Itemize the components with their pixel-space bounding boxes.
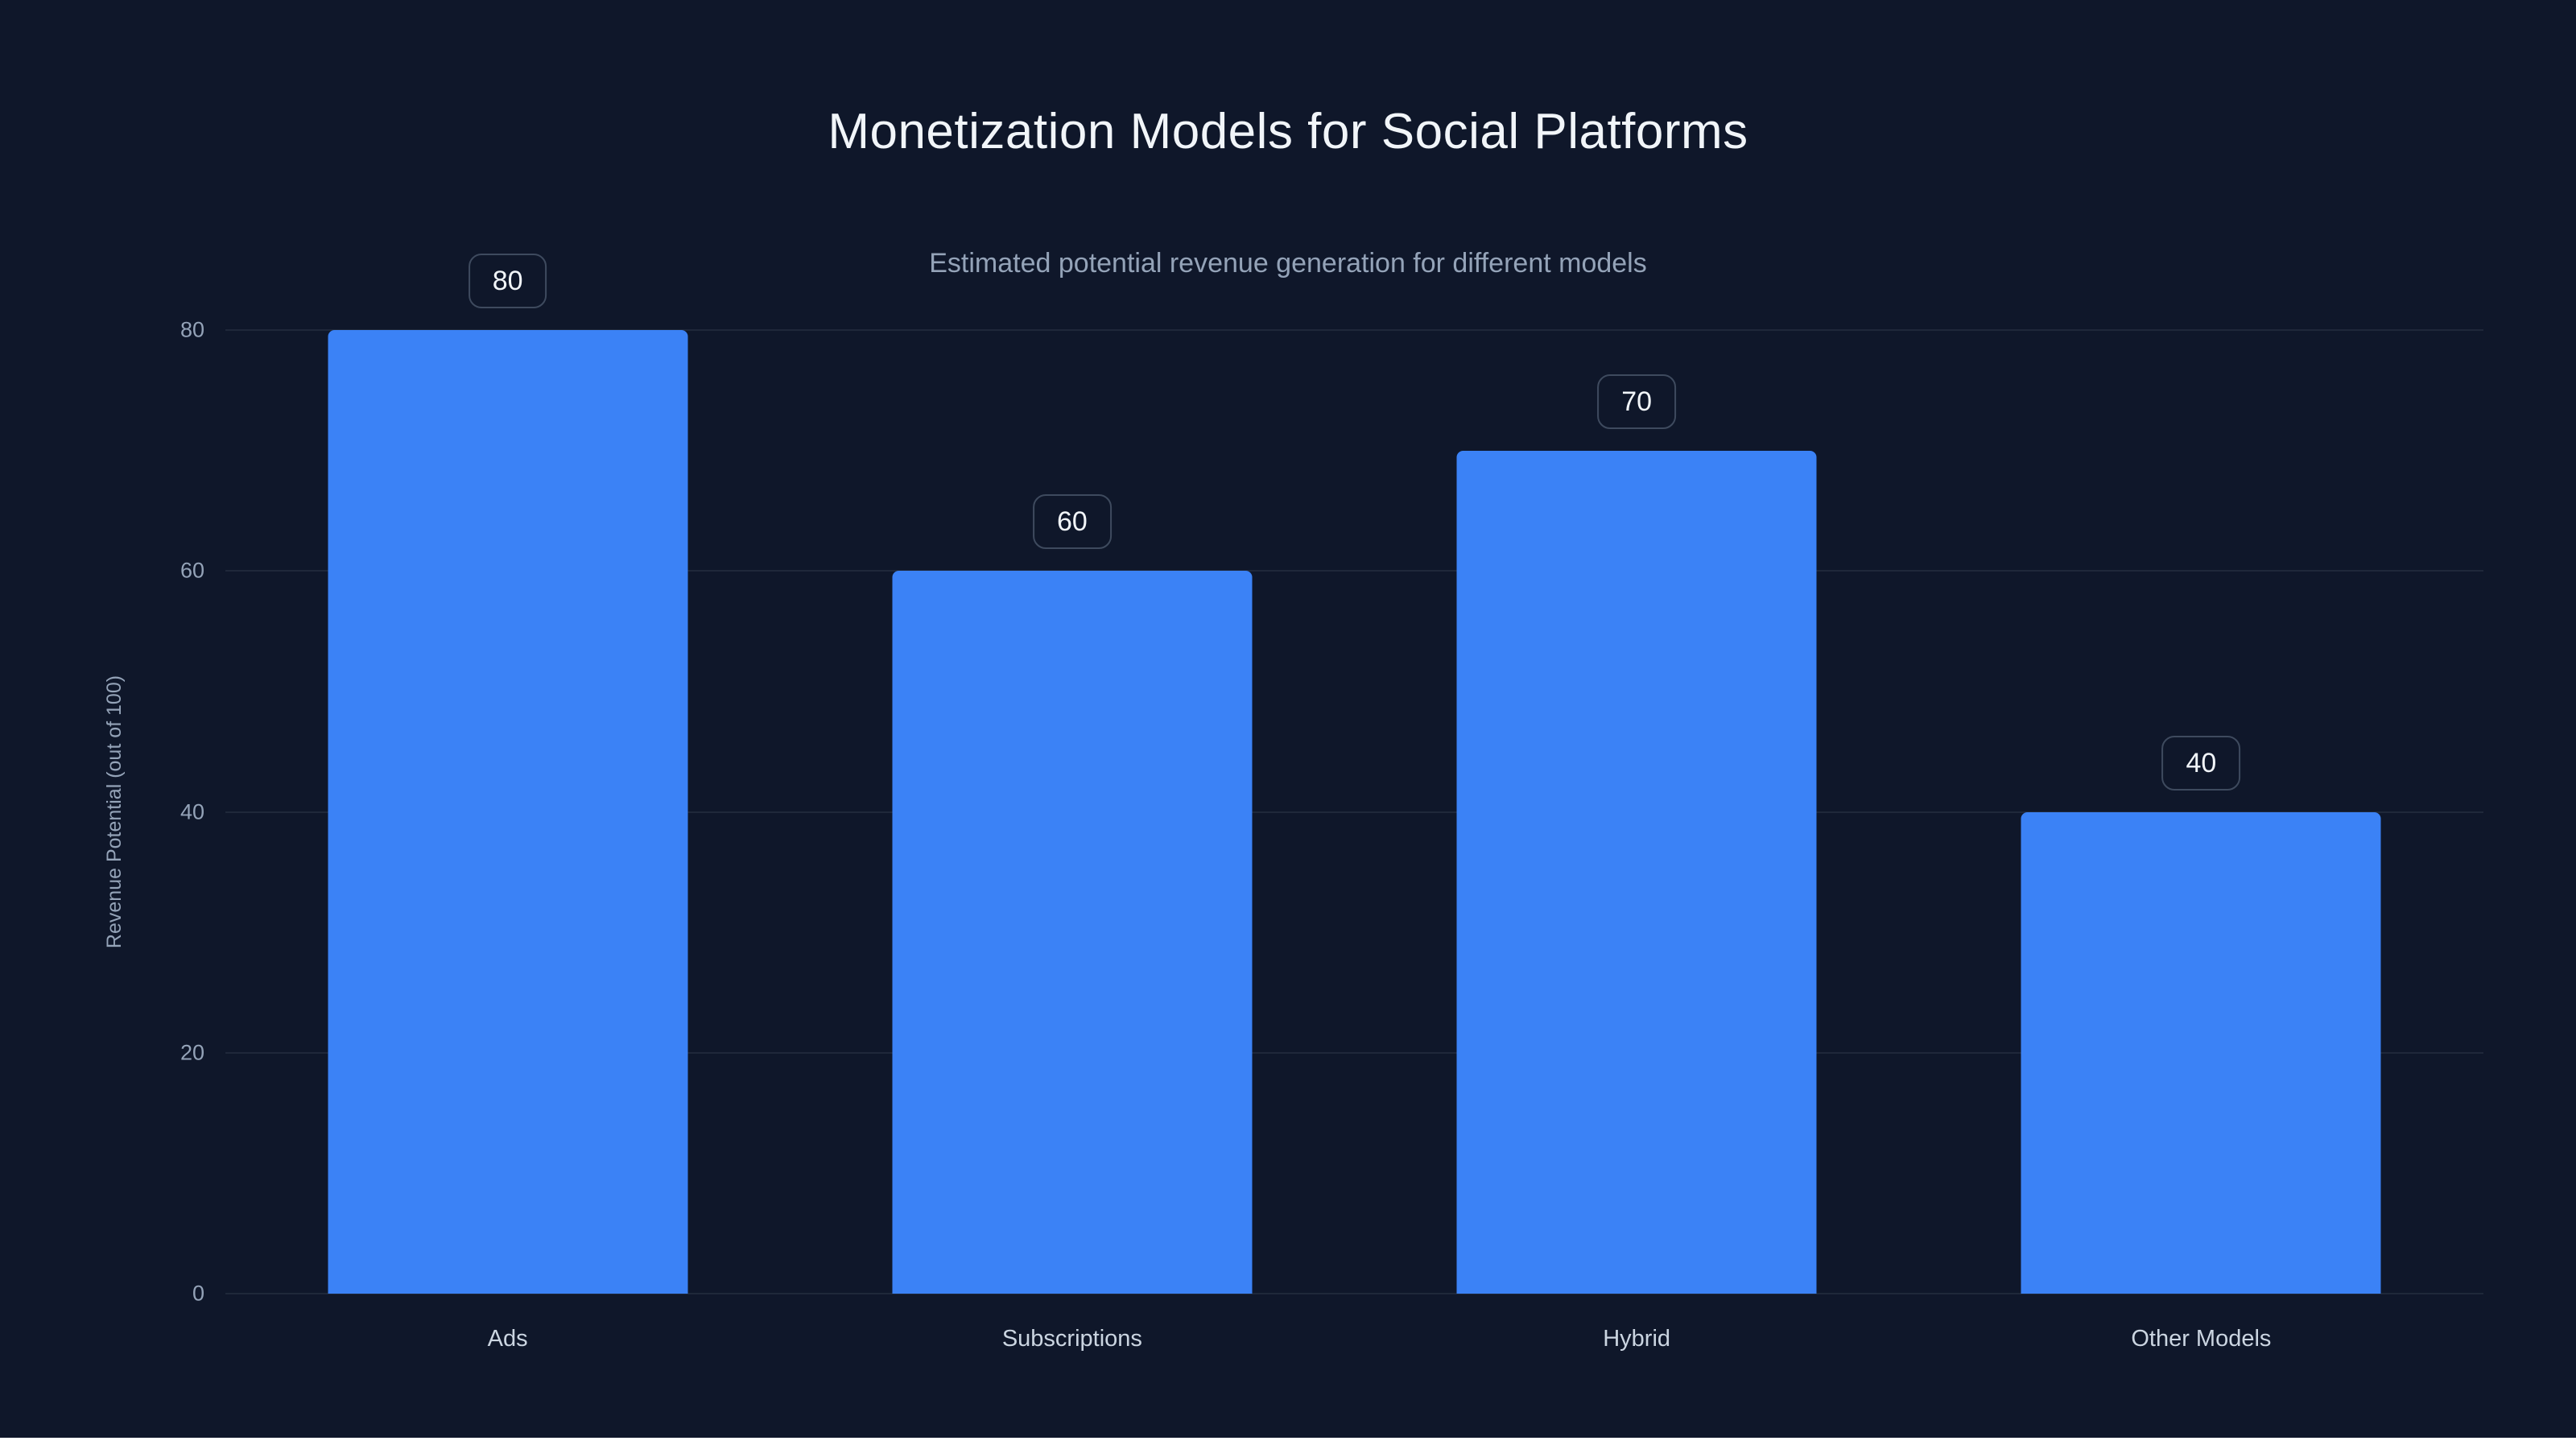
y-tick-label-80: 80	[180, 317, 204, 342]
x-category-label-hybrid: Hybrid	[1603, 1326, 1671, 1352]
bar-other-models	[2021, 811, 2381, 1294]
y-tick-label-20: 20	[180, 1040, 204, 1065]
y-tick-label-60: 60	[180, 558, 204, 583]
chart-subtitle: Estimated potential revenue generation f…	[929, 248, 1647, 279]
value-badge-ads: 80	[468, 254, 547, 308]
bar-column-ads: 80 Ads	[225, 254, 790, 1352]
bar-hybrid	[1456, 450, 1817, 1294]
bottom-strip	[0, 1438, 2576, 1449]
gridline-20	[225, 1051, 2483, 1054]
bar-column-other-models: 40 Other Models	[1919, 330, 2483, 1352]
bar-column-subscriptions: 60 Subscriptions	[790, 330, 1354, 1352]
bar-subscriptions	[892, 571, 1253, 1294]
value-badge-subscriptions: 60	[1032, 494, 1112, 550]
gridline-60	[225, 570, 2483, 572]
y-tick-label-0: 0	[192, 1281, 204, 1306]
x-category-label-ads: Ads	[487, 1326, 528, 1352]
gridline-80	[225, 329, 2483, 331]
bar-column-hybrid: 70 Hybrid	[1355, 330, 1919, 1352]
x-category-label-subscriptions: Subscriptions	[1001, 1326, 1142, 1352]
y-tick-label-40: 40	[180, 799, 204, 824]
chart-title: Monetization Models for Social Platforms	[828, 104, 1748, 159]
gridline-40	[225, 811, 2483, 813]
bar-ads	[328, 330, 688, 1294]
plot-area: 0 20 40 60 80 80 Ads 60 Subscriptions 70 Hybrid 40 O…	[180, 254, 2483, 1352]
gridline-0	[225, 1293, 2483, 1294]
value-badge-hybrid: 70	[1597, 374, 1677, 429]
y-axis-label: Revenue Potential (out of 100)	[103, 675, 126, 949]
value-badge-other-models: 40	[2161, 735, 2241, 791]
x-category-label-other-models: Other Models	[2131, 1326, 2272, 1352]
bar-columns: 80 Ads 60 Subscriptions 70 Hybrid 40 Other Mode…	[225, 254, 2483, 1352]
